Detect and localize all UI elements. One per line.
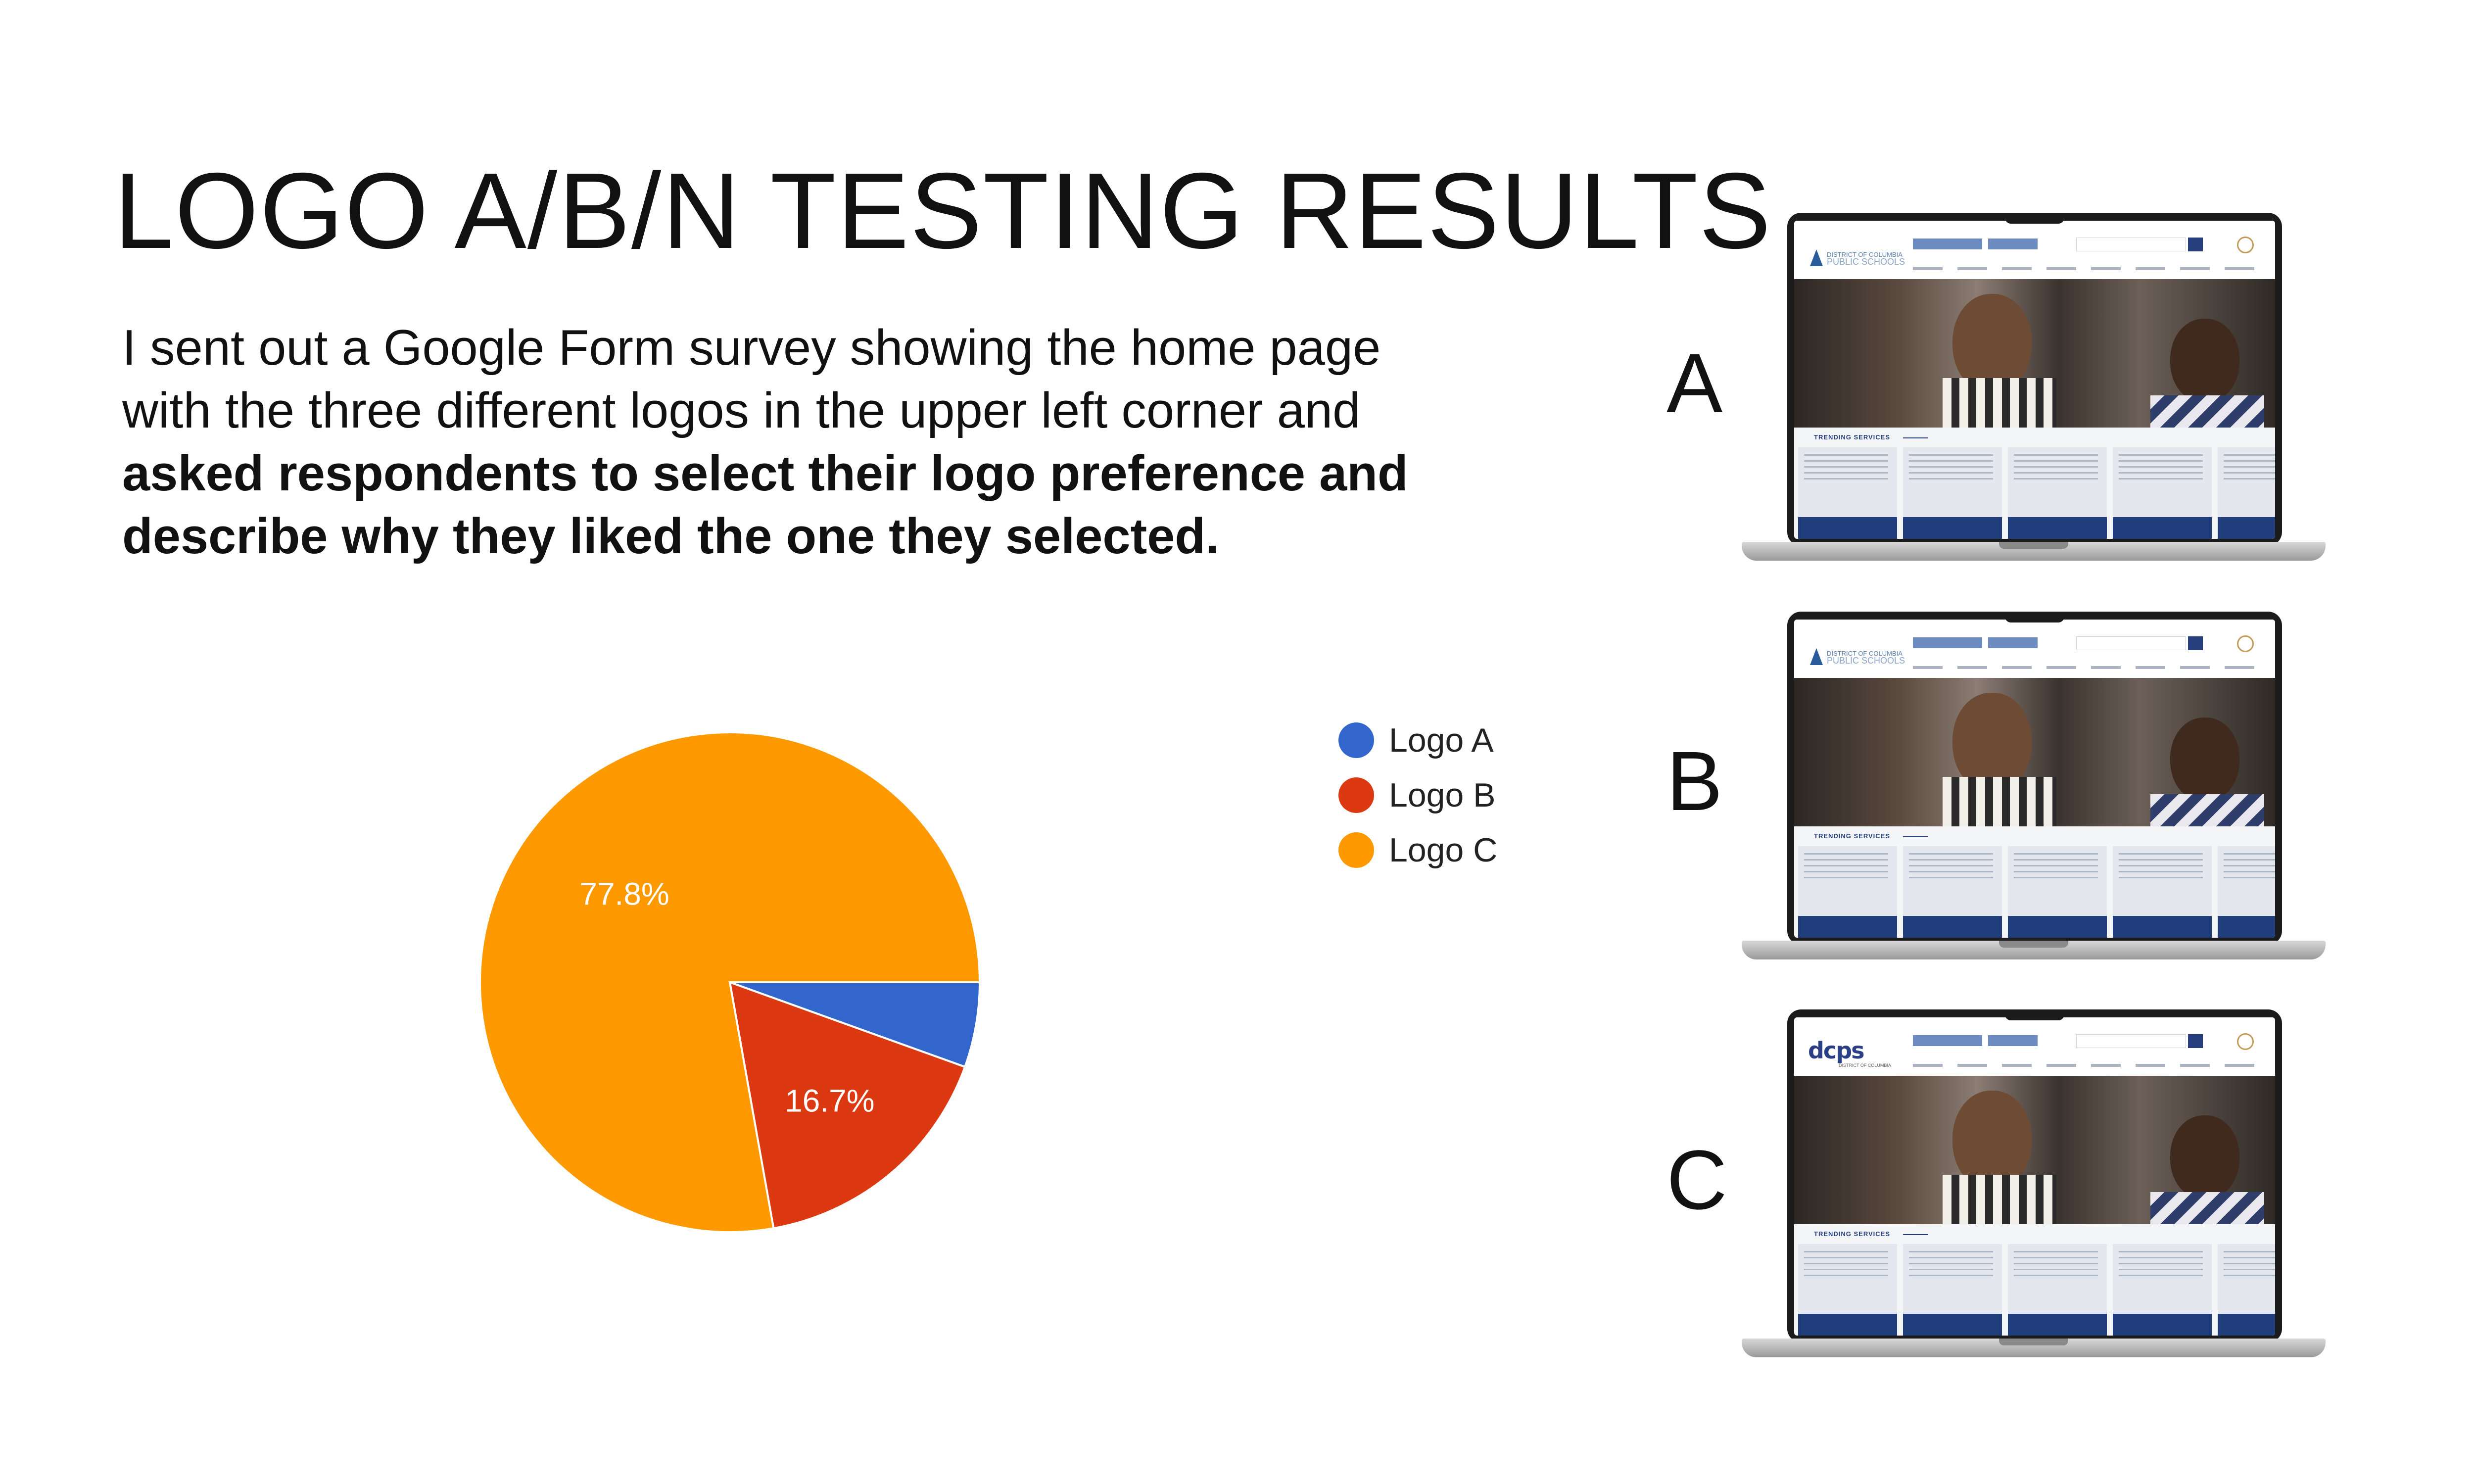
pie-slice-logo-b xyxy=(728,980,966,1230)
service-card xyxy=(2008,846,2107,938)
quick-finder-input xyxy=(2076,1034,2186,1048)
pie-slice-logo-c xyxy=(479,731,981,1233)
laptop-lid: DISTRICT OF COLUMBIA PUBLIC SCHOOLS TREND… xyxy=(1787,612,2282,945)
student-figure xyxy=(2170,718,2239,802)
trending-label: TRENDING SERVICES xyxy=(1814,832,1891,840)
laptop-mockup-c: dcps DISTRICT OF COLUMBIA TRENDING SERVI… xyxy=(1742,1009,2326,1366)
service-card xyxy=(2008,1244,2107,1336)
mountain-logo-icon xyxy=(1810,648,1823,665)
laptop-notch xyxy=(2005,1009,2064,1020)
legend-item-logo-b: Logo B xyxy=(1338,767,1497,822)
trending-bar: TRENDING SERVICES xyxy=(1794,428,2275,447)
homepage-screenshot-a: DISTRICT OF COLUMBIA PUBLIC SCHOOLS TREND… xyxy=(1794,221,2275,539)
pie-slice-logo-a xyxy=(729,981,981,1068)
pie-label-logo-c: 77.8% xyxy=(579,876,669,912)
service-card xyxy=(2113,447,2212,539)
arrow-icon xyxy=(1903,437,1928,438)
legend-label-logo-b: Logo B xyxy=(1389,776,1496,814)
legend-item-logo-c: Logo C xyxy=(1338,822,1497,877)
page-title: LOGO A/B/N TESTING RESULTS xyxy=(114,151,1772,271)
student-figure xyxy=(1952,1091,2032,1190)
site-nav xyxy=(1913,666,2259,669)
site-logo-text: DISTRICT OF COLUMBIA PUBLIC SCHOOLS xyxy=(1827,251,1905,267)
service-card xyxy=(2218,447,2275,539)
service-card xyxy=(2008,447,2107,539)
service-card xyxy=(1903,1244,2002,1336)
homepage-screenshot-c: dcps DISTRICT OF COLUMBIA TRENDING SERVI… xyxy=(1794,1017,2275,1336)
trending-bar: TRENDING SERVICES xyxy=(1794,826,2275,846)
service-card xyxy=(1903,846,2002,938)
description: I sent out a Google Form survey showing … xyxy=(122,317,1433,568)
laptop-lid: DISTRICT OF COLUMBIA PUBLIC SCHOOLS TREND… xyxy=(1787,213,2282,546)
trending-label: TRENDING SERVICES xyxy=(1814,433,1891,441)
enroll-button xyxy=(1913,637,1982,648)
site-logo-subtext: DISTRICT OF COLUMBIA xyxy=(1839,1063,1891,1068)
globe-icon xyxy=(2237,635,2254,652)
description-bold: asked respondents to select their logo p… xyxy=(122,446,1408,564)
description-plain: I sent out a Google Form survey showing … xyxy=(122,320,1381,438)
globe-icon xyxy=(2237,1033,2254,1050)
service-card xyxy=(2113,1244,2212,1336)
site-nav xyxy=(1913,267,2259,270)
arrow-icon xyxy=(1903,836,1928,837)
site-logo-text: DISTRICT OF COLUMBIA PUBLIC SCHOOLS xyxy=(1827,650,1905,666)
legend-swatch-logo-b xyxy=(1338,777,1374,813)
chart-legend: Logo A Logo B Logo C xyxy=(1338,713,1497,877)
enroll-button xyxy=(1913,1035,1982,1046)
employment-button xyxy=(1988,637,2038,648)
dcps-wordmark-logo: dcps xyxy=(1808,1037,1865,1064)
service-card xyxy=(1798,1244,1897,1336)
site-header: DISTRICT OF COLUMBIA PUBLIC SCHOOLS xyxy=(1794,620,2275,678)
laptop-lid: dcps DISTRICT OF COLUMBIA TRENDING SERVI… xyxy=(1787,1009,2282,1342)
hero-photo xyxy=(1794,1076,2275,1234)
hero-photo xyxy=(1794,678,2275,836)
service-card xyxy=(2218,846,2275,938)
legend-label-logo-a: Logo A xyxy=(1389,721,1494,759)
homepage-screenshot-b: DISTRICT OF COLUMBIA PUBLIC SCHOOLS TREND… xyxy=(1794,620,2275,938)
student-figure xyxy=(1952,693,2032,792)
service-card xyxy=(2218,1244,2275,1336)
mountain-logo-icon xyxy=(1810,249,1823,266)
service-card xyxy=(1903,447,2002,539)
mockup-letter-b: B xyxy=(1666,734,1723,828)
globe-icon xyxy=(2237,237,2254,253)
site-header: DISTRICT OF COLUMBIA PUBLIC SCHOOLS xyxy=(1794,221,2275,279)
laptop-mockup-a: DISTRICT OF COLUMBIA PUBLIC SCHOOLS TREND… xyxy=(1742,213,2326,569)
student-figure xyxy=(2170,319,2239,403)
site-nav xyxy=(1913,1064,2259,1067)
trending-label: TRENDING SERVICES xyxy=(1814,1230,1891,1238)
laptop-mockup-b: DISTRICT OF COLUMBIA PUBLIC SCHOOLS TREND… xyxy=(1742,612,2326,968)
legend-swatch-logo-a xyxy=(1338,722,1374,758)
employment-button xyxy=(1988,239,2038,249)
site-header: dcps DISTRICT OF COLUMBIA xyxy=(1794,1017,2275,1076)
search-icon xyxy=(2188,636,2203,650)
hero-photo xyxy=(1794,279,2275,437)
search-icon xyxy=(2188,238,2203,251)
service-card xyxy=(1798,846,1897,938)
employment-button xyxy=(1988,1035,2038,1046)
laptop-notch xyxy=(2005,612,2064,622)
legend-label-logo-c: Logo C xyxy=(1389,831,1498,869)
arrow-icon xyxy=(1903,1234,1928,1235)
legend-item-logo-a: Logo A xyxy=(1338,713,1497,767)
quick-finder-input xyxy=(2076,636,2186,650)
trending-bar: TRENDING SERVICES xyxy=(1794,1224,2275,1244)
service-card xyxy=(1798,447,1897,539)
enroll-button xyxy=(1913,239,1982,249)
student-figure xyxy=(1952,294,2032,393)
pie-label-logo-b: 16.7% xyxy=(785,1083,874,1118)
laptop-notch xyxy=(2005,213,2064,224)
quick-finder-input xyxy=(2076,238,2186,251)
legend-swatch-logo-c xyxy=(1338,832,1374,868)
mockup-letter-a: A xyxy=(1666,336,1723,431)
search-icon xyxy=(2188,1034,2203,1048)
mockup-letter-c: C xyxy=(1666,1133,1727,1227)
service-card xyxy=(2113,846,2212,938)
student-figure xyxy=(2170,1115,2239,1199)
